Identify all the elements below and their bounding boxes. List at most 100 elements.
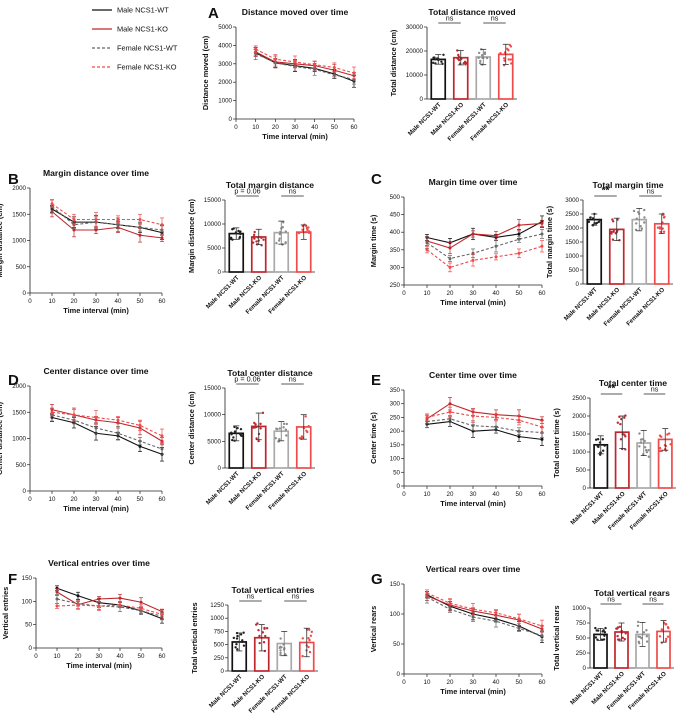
y-tick-label: 0	[229, 116, 233, 123]
y-tick-label: 500	[576, 635, 587, 642]
y-tick-label: 150	[390, 581, 401, 588]
y-tick-label: 250	[214, 655, 225, 662]
x-tick-label: 60	[159, 653, 166, 660]
individual-point	[236, 426, 239, 430]
y-tick-label: 300	[390, 401, 401, 408]
x-tick-label: 10	[252, 124, 259, 131]
x-tick-label: 40	[493, 679, 500, 686]
individual-point	[279, 651, 282, 655]
data-point	[540, 221, 544, 225]
significance-label: **	[602, 186, 610, 197]
chart-title: Total center distance	[227, 368, 313, 378]
data-point	[160, 236, 164, 240]
individual-point	[305, 224, 308, 228]
individual-point	[258, 634, 261, 638]
individual-point	[304, 415, 307, 418]
individual-point	[643, 221, 646, 224]
individual-point	[642, 631, 646, 634]
individual-point	[645, 629, 648, 632]
individual-point	[664, 639, 668, 643]
x-tick-label: 50	[137, 496, 144, 503]
chart-title: Center time over time	[429, 370, 517, 380]
individual-point	[261, 411, 265, 415]
data-point	[448, 265, 452, 269]
significance-label: ns	[289, 187, 297, 196]
series-line-0	[426, 420, 543, 440]
individual-point	[594, 626, 597, 630]
individual-point	[284, 241, 287, 244]
individual-point	[604, 626, 607, 630]
data-point	[494, 611, 498, 615]
series-line-2	[255, 53, 355, 80]
individual-point	[238, 235, 242, 239]
individual-point	[635, 217, 638, 220]
series-line-1	[426, 222, 543, 249]
data-point	[55, 590, 59, 594]
series-line-3	[426, 592, 543, 627]
individual-point	[509, 58, 513, 61]
individual-point	[503, 59, 506, 62]
data-point	[138, 218, 142, 221]
x-tick-label: 0	[402, 491, 406, 498]
x-axis-label: Time interval (min)	[63, 306, 129, 315]
x-tick-label: 60	[159, 496, 166, 503]
y-tick-label: 2500	[572, 395, 586, 402]
data-point	[76, 603, 80, 607]
y-tick-label: 350	[390, 247, 401, 254]
individual-point	[275, 242, 278, 245]
y-tick-label: 1500	[565, 239, 579, 246]
individual-point	[640, 227, 643, 230]
data-point	[116, 218, 120, 221]
y-tick-label: 350	[390, 387, 401, 394]
individual-point	[457, 58, 461, 62]
individual-point	[510, 62, 513, 65]
x-tick-label: 0	[28, 298, 32, 305]
data-point	[352, 71, 356, 75]
individual-point	[261, 631, 265, 634]
x-tick-label: 60	[539, 491, 546, 498]
data-point	[494, 244, 498, 248]
individual-point	[433, 56, 436, 59]
series-line-3	[51, 203, 163, 226]
data-point	[448, 607, 452, 611]
individual-point	[612, 230, 615, 233]
individual-point	[259, 427, 262, 430]
individual-point	[278, 232, 282, 236]
chart-title: Total margin distance	[226, 180, 314, 190]
chart-G-line: G Vertical rears over time Vertical rears 0…	[369, 564, 546, 696]
individual-point	[483, 52, 487, 56]
x-tick-label: 10	[424, 491, 431, 498]
individual-point	[478, 61, 482, 65]
y-tick-label: 0	[583, 485, 587, 492]
series-line-1	[426, 403, 543, 421]
category-label: Female NCS1-WT	[446, 101, 487, 142]
y-tick-label: 5000	[218, 24, 232, 31]
x-tick-label: 50	[516, 290, 523, 297]
data-point	[471, 251, 475, 255]
x-tick-label: 10	[424, 290, 431, 297]
individual-point	[434, 58, 437, 61]
x-tick-label: 60	[539, 290, 546, 297]
individual-point	[457, 53, 460, 57]
chart-title: Total distance moved	[428, 7, 515, 17]
data-point	[471, 414, 475, 418]
individual-point	[508, 43, 511, 47]
data-point	[471, 424, 475, 428]
data-point	[116, 418, 120, 422]
individual-point	[242, 631, 245, 634]
y-tick-label: 450	[390, 212, 401, 219]
data-point	[517, 429, 521, 433]
x-tick-label: 10	[424, 679, 431, 686]
significance-label: ns	[292, 592, 300, 601]
chart-D-line: D Center distance over time Center distanc…	[0, 366, 166, 513]
data-point	[425, 241, 429, 245]
data-point	[517, 626, 521, 630]
chart-E-line: E Center time over time Center time (s) 0 50…	[369, 370, 546, 508]
panel-label: F	[8, 571, 17, 588]
series-line-3	[426, 245, 543, 269]
individual-point	[624, 632, 627, 635]
data-point	[471, 607, 475, 611]
y-tick-label: 1500	[572, 431, 586, 438]
individual-point	[667, 432, 671, 435]
